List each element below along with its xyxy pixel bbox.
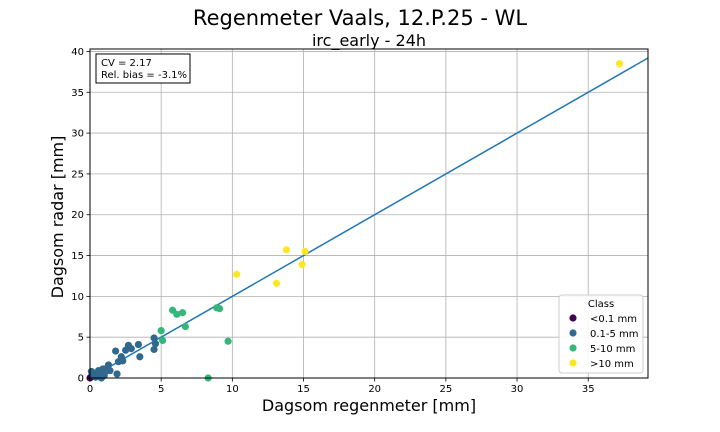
- x-tick-label: 10: [226, 384, 239, 395]
- chart-title: Regenmeter Vaals, 12.P.25 - WL: [193, 6, 527, 30]
- data-point: [181, 322, 189, 331]
- x-tick-label: 15: [297, 384, 310, 395]
- y-tick-label: 25: [71, 169, 84, 180]
- data-point: [215, 305, 224, 313]
- legend-entry-label: 5-10 mm: [590, 344, 635, 355]
- data-point: [136, 353, 144, 361]
- y-tick-label: 10: [71, 292, 84, 303]
- data-point: [150, 334, 158, 342]
- data-point: [150, 345, 158, 354]
- y-tick-label: 30: [71, 129, 84, 140]
- data-point: [615, 60, 624, 68]
- data-point: [282, 246, 291, 254]
- data-point: [157, 327, 165, 335]
- legend-marker: [569, 359, 577, 367]
- data-point: [178, 309, 187, 317]
- cv-value: CV = 2.17: [101, 58, 152, 69]
- legend-entry-label: >10 mm: [590, 359, 634, 370]
- data-point: [151, 340, 160, 348]
- data-point: [298, 260, 306, 269]
- bias-value: Rel. bias = -3.1%: [101, 70, 187, 81]
- data-point: [224, 337, 232, 345]
- data-point: [173, 310, 181, 318]
- chart-subtitle: irc_early - 24h: [312, 31, 426, 51]
- y-tick-label: 40: [71, 47, 84, 58]
- data-point: [233, 270, 241, 278]
- x-tick-label: 5: [158, 384, 164, 395]
- data-point: [272, 279, 281, 287]
- y-tick-label: 5: [78, 333, 84, 344]
- data-point: [113, 370, 121, 378]
- data-point: [158, 336, 167, 345]
- y-tick-label: 20: [71, 210, 84, 221]
- x-tick-label: 0: [87, 384, 93, 395]
- legend-marker: [569, 314, 577, 322]
- legend-title: Class: [588, 299, 614, 310]
- y-tick-label: 0: [78, 374, 84, 385]
- y-axis-label: Dagsom radar [mm]: [48, 136, 67, 299]
- data-point: [104, 361, 113, 369]
- legend-entry-label: <0.1 mm: [590, 314, 637, 325]
- legend-marker: [569, 344, 577, 352]
- tick-labels: 0 5 10 15 20 25 30 35 0 5 10 15 20 25 30 35 40: [71, 47, 594, 395]
- x-tick-label: 20: [368, 384, 381, 395]
- plot-frame: [89, 48, 649, 379]
- x-tick-label: 35: [582, 384, 595, 395]
- data-point: [106, 367, 114, 375]
- y-tick-label: 15: [71, 251, 84, 262]
- legend-entry-label: 0.1-5 mm: [590, 329, 639, 340]
- stats-box: CV = 2.17 Rel. bias = -3.1%: [95, 53, 191, 84]
- axes: [86, 48, 649, 382]
- legend: Class <0.1 mm 0.1-5 mm 5-10 mm >10 mm: [558, 294, 644, 374]
- y-tick-label: 35: [71, 88, 84, 99]
- data-point: [119, 357, 127, 365]
- legend-marker: [569, 329, 577, 337]
- data-point: [134, 340, 142, 349]
- x-tick-label: 30: [511, 384, 524, 395]
- grid-lines: [89, 49, 648, 379]
- data-point: [127, 345, 135, 353]
- data-points: [86, 60, 624, 382]
- x-axis-label: Dagsom regenmeter [mm]: [262, 396, 476, 415]
- data-point: [112, 347, 120, 355]
- data-point: [301, 247, 309, 256]
- x-tick-label: 25: [440, 384, 453, 395]
